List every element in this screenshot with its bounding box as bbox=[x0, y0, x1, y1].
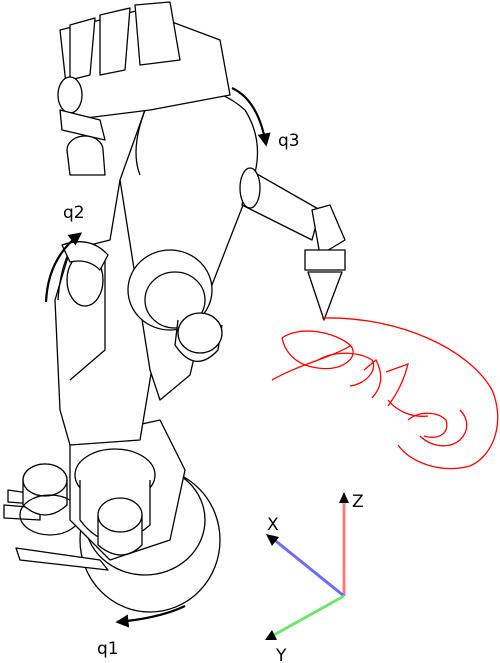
shoulder-motors bbox=[57, 1, 231, 176]
x-axis bbox=[271, 536, 345, 598]
upper-arm bbox=[119, 89, 259, 401]
y-axis bbox=[271, 594, 345, 638]
x-axis-arrowhead bbox=[266, 534, 279, 546]
handwriting-trajectory: aptec bbox=[271, 317, 499, 470]
q3-rotation-arrow bbox=[231, 87, 271, 147]
z-axis-label: Z bbox=[352, 492, 364, 512]
q1-label: q1 bbox=[97, 639, 119, 659]
x-axis-label: X bbox=[267, 515, 279, 535]
z-axis-arrowhead bbox=[339, 492, 349, 503]
y-axis-label: Y bbox=[275, 646, 287, 663]
q2-rotation-arrow bbox=[44, 232, 83, 303]
q3-label: q3 bbox=[278, 131, 300, 151]
coordinate-frame: Z X Y bbox=[265, 492, 364, 663]
y-axis-arrowhead bbox=[265, 630, 277, 640]
robot-arm bbox=[3, 1, 346, 613]
forearm bbox=[239, 167, 346, 321]
joint1-housing bbox=[69, 419, 186, 561]
q2-label: q2 bbox=[63, 203, 85, 223]
q1-rotation-arrow bbox=[115, 605, 186, 628]
